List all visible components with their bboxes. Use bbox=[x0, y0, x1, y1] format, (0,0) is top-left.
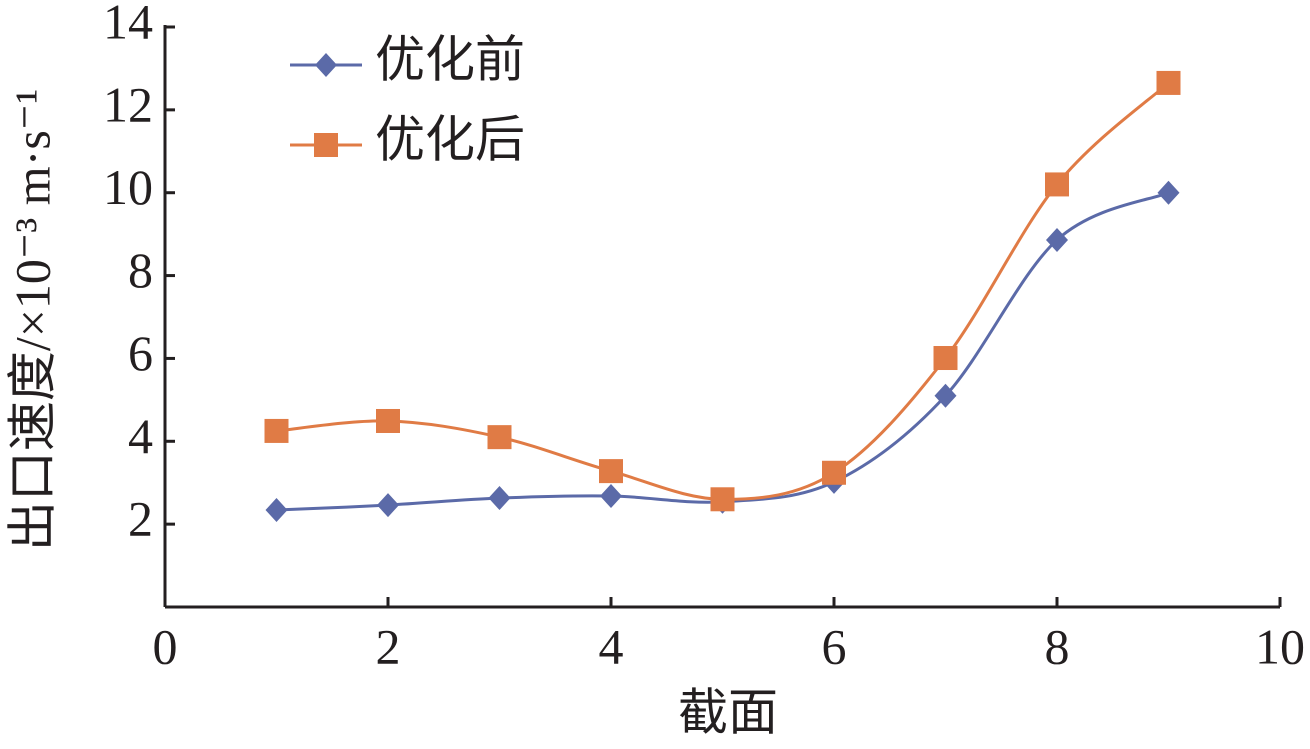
legend-label: 优化前 bbox=[375, 31, 525, 87]
marker bbox=[710, 487, 735, 512]
marker bbox=[934, 383, 957, 408]
y-tick-label: 4 bbox=[128, 408, 153, 464]
marker bbox=[599, 459, 623, 484]
legend-marker bbox=[315, 53, 337, 77]
marker bbox=[487, 425, 512, 450]
y-tick-label: 14 bbox=[103, 0, 153, 49]
marker bbox=[1157, 180, 1180, 205]
marker bbox=[265, 498, 288, 523]
x-tick-label: 6 bbox=[822, 618, 847, 674]
y-tick-label: 12 bbox=[103, 76, 153, 132]
marker bbox=[264, 418, 289, 443]
y-tick-label: 6 bbox=[128, 325, 153, 381]
x-tick-label: 8 bbox=[1045, 618, 1070, 674]
x-tick-label: 10 bbox=[1255, 618, 1305, 674]
x-axis-label: 截面 bbox=[678, 684, 778, 740]
marker bbox=[1046, 227, 1068, 252]
y-tick-label: 2 bbox=[128, 491, 153, 547]
marker bbox=[822, 460, 846, 485]
marker bbox=[1156, 70, 1181, 95]
marker bbox=[488, 486, 511, 511]
marker bbox=[1045, 172, 1069, 197]
marker bbox=[377, 493, 399, 518]
series-line bbox=[276, 191, 1170, 512]
legend-marker bbox=[314, 133, 338, 157]
y-tick-label: 8 bbox=[128, 242, 153, 298]
marker bbox=[933, 346, 958, 371]
series-line bbox=[276, 81, 1170, 501]
y-axis-label: 出口速度/×10⁻³ m·s⁻¹ bbox=[4, 89, 60, 551]
marker bbox=[600, 483, 622, 508]
x-tick-label: 4 bbox=[599, 618, 624, 674]
y-tick-label: 10 bbox=[103, 159, 153, 215]
x-tick-label: 0 bbox=[153, 618, 178, 674]
legend-label: 优化后 bbox=[375, 111, 525, 167]
marker bbox=[376, 408, 400, 433]
x-tick-label: 2 bbox=[376, 618, 401, 674]
